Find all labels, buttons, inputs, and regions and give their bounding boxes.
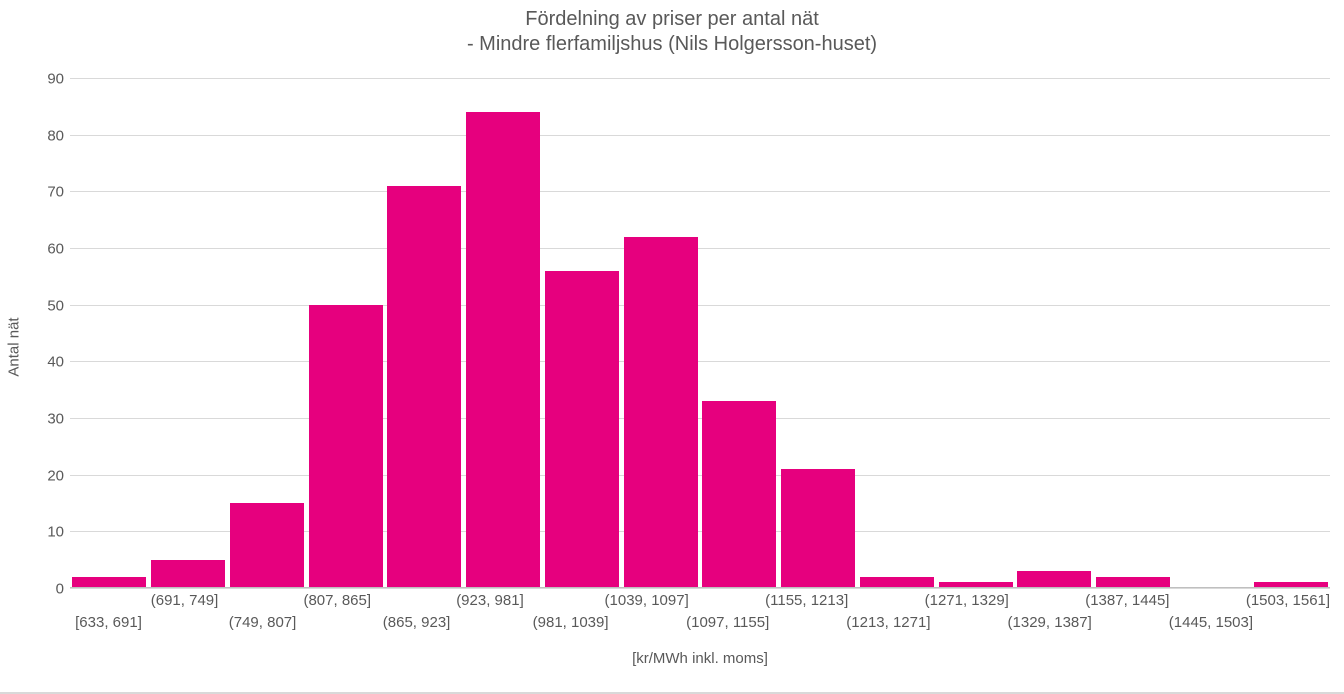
x-tick-labels: (691, 749] (807, 865] (923, 981] (1039, 109… [70,592,1330,652]
bar-slot [385,78,464,588]
bar-slot [1015,78,1094,588]
chart-title: Fördelning av priser per antal nät [0,0,1344,31]
bar-slot [306,78,385,588]
bar [1017,571,1091,588]
x-tick-label: (1213, 1271] [846,614,930,631]
bar [151,560,225,588]
x-tick-label: (1445, 1503] [1169,614,1253,631]
x-tick-label [1092,614,1169,631]
histogram-chart: Fördelning av priser per antal nät - Min… [0,0,1344,694]
bar-slot [228,78,307,588]
x-tick-label [1253,614,1330,631]
y-tick-label: 0 [56,581,70,598]
x-tick-label [931,614,1008,631]
x-tick-label: (923, 981] [452,592,528,609]
y-tick-label: 90 [47,71,70,88]
x-axis-line [70,587,1330,588]
x-tick-label [689,592,765,609]
gridline: 0 [70,588,1330,589]
y-tick-label: 70 [47,184,70,201]
plot-area: 0102030405060708090 [70,78,1330,588]
x-tick-label [147,614,224,631]
bar-slot [779,78,858,588]
bars-group [70,78,1330,588]
x-tick-label: (691, 749] [146,592,222,609]
x-tick-label: (1503, 1561] [1246,592,1330,609]
y-axis-title: Antal nät [6,317,23,376]
x-tick-label: (1039, 1097] [605,592,689,609]
x-tick-label: (865, 923] [378,614,455,631]
x-tick-label: (1329, 1387] [1008,614,1092,631]
bar [466,112,540,588]
bar-slot [543,78,622,588]
x-tick-label [223,592,299,609]
x-tick-label [301,614,378,631]
bar-slot [1251,78,1330,588]
x-tick-label: (807, 865] [299,592,375,609]
x-tick-label [528,592,604,609]
x-axis-title: [kr/MWh inkl. moms] [70,650,1330,667]
x-tick-label: (1097, 1155] [686,614,769,631]
x-tick-label: [633, 691] [70,614,147,631]
x-tick-label: (749, 807] [224,614,301,631]
x-tick-label [609,614,686,631]
y-tick-label: 40 [47,354,70,371]
x-tick-label [70,592,146,609]
bar [230,503,304,588]
y-tick-label: 80 [47,127,70,144]
bar-slot [700,78,779,588]
x-tick-label: (981, 1039] [532,614,609,631]
x-tick-row-upper: (691, 749] (807, 865] (923, 981] (1039, 109… [70,592,1330,609]
bar [545,271,619,588]
bar-slot [858,78,937,588]
x-tick-label: (1271, 1329] [925,592,1009,609]
y-tick-label: 60 [47,241,70,258]
chart-subtitle: - Mindre flerfamiljshus (Nils Holgersson… [0,33,1344,56]
x-tick-label [1169,592,1245,609]
bar-slot [1173,78,1252,588]
x-tick-label [455,614,532,631]
x-tick-row-lower: [633, 691] (749, 807] (865, 923] (981, 1039… [70,614,1330,631]
bar-slot [1094,78,1173,588]
x-tick-label [375,592,451,609]
bar [387,186,461,588]
x-tick-label: (1387, 1445] [1085,592,1169,609]
y-tick-label: 10 [47,524,70,541]
x-tick-label [848,592,924,609]
bar-slot [621,78,700,588]
bar [309,305,383,588]
bar-slot [464,78,543,588]
bar-slot [936,78,1015,588]
bar [702,401,776,588]
y-tick-label: 20 [47,467,70,484]
bar [781,469,855,588]
x-tick-label: (1155, 1213] [765,592,848,609]
y-tick-label: 30 [47,411,70,428]
x-tick-label [1009,592,1085,609]
bar [624,237,698,588]
bar-slot [70,78,149,588]
bar-slot [149,78,228,588]
y-tick-label: 50 [47,297,70,314]
x-tick-label [769,614,846,631]
